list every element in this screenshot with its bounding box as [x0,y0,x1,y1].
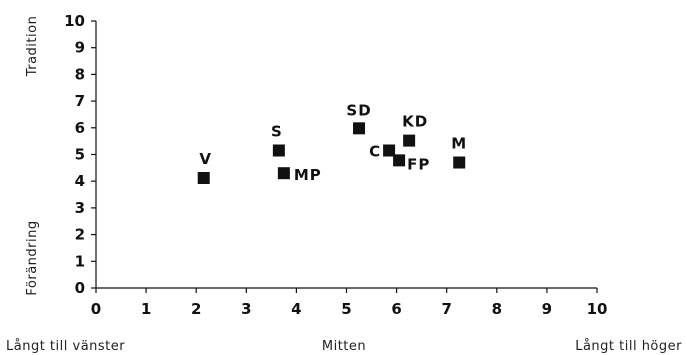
point-label-mp: MP [294,166,322,184]
x-axis-label-left: Långt till vänster [6,339,125,354]
tick-labels: 0 1 2 3 4 5 6 7 8 9 10 0 1 2 3 4 5 6 7 8 9 10 [64,12,607,318]
data-point-c [383,144,396,157]
axes [91,20,598,293]
x-tick-label: 0 [91,300,101,318]
data-point-fp [393,154,406,167]
x-tick-label: 1 [141,300,151,318]
point-label-m: M [451,135,467,153]
point-label-sd: SD [346,101,371,119]
y-tick-label: 1 [75,252,85,270]
y-tick-label: 5 [75,146,85,164]
x-axis-label-center: Mitten [322,339,366,354]
data-point-s [272,144,285,157]
x-tick-label: 2 [191,300,201,318]
point-label-c: C [369,142,381,160]
x-tick-label: 8 [492,300,502,318]
data-point-mp [277,167,290,180]
y-tick-label: 0 [75,279,85,297]
x-axis-label-right: Långt till höger [575,339,682,354]
y-axis-label-bottom: Förändring [25,220,40,295]
x-tick-label: 3 [241,300,251,318]
x-tick-label: 10 [587,300,608,318]
x-tick-label: 5 [341,300,351,318]
y-tick-label: 8 [75,65,85,83]
point-label-v: V [199,150,212,168]
x-tick-label: 4 [291,300,301,318]
y-tick-label: 9 [75,39,85,57]
x-tick-label: 9 [542,300,552,318]
y-tick-label: 2 [75,226,85,244]
data-point-sd [353,122,366,135]
axis-labels: Långt till vänster Mitten Långt till höger… [6,16,682,354]
point-label-fp: FP [407,155,430,173]
data-point-v [197,171,210,184]
y-tick-label: 4 [75,172,85,190]
point-label-s: S [271,122,283,140]
data-point-m [453,156,466,169]
point-label-kd: KD [402,113,428,131]
y-tick-label: 7 [75,92,85,110]
y-tick-label: 10 [64,12,85,30]
y-axis-label-top: Tradition [25,16,40,78]
x-tick-label: 7 [441,300,451,318]
x-tick-label: 6 [391,300,401,318]
y-tick-label: 3 [75,199,85,217]
data-point-kd [403,134,416,147]
y-tick-label: 6 [75,119,85,137]
data-points: V S MP SD C FP KD M [197,101,467,184]
